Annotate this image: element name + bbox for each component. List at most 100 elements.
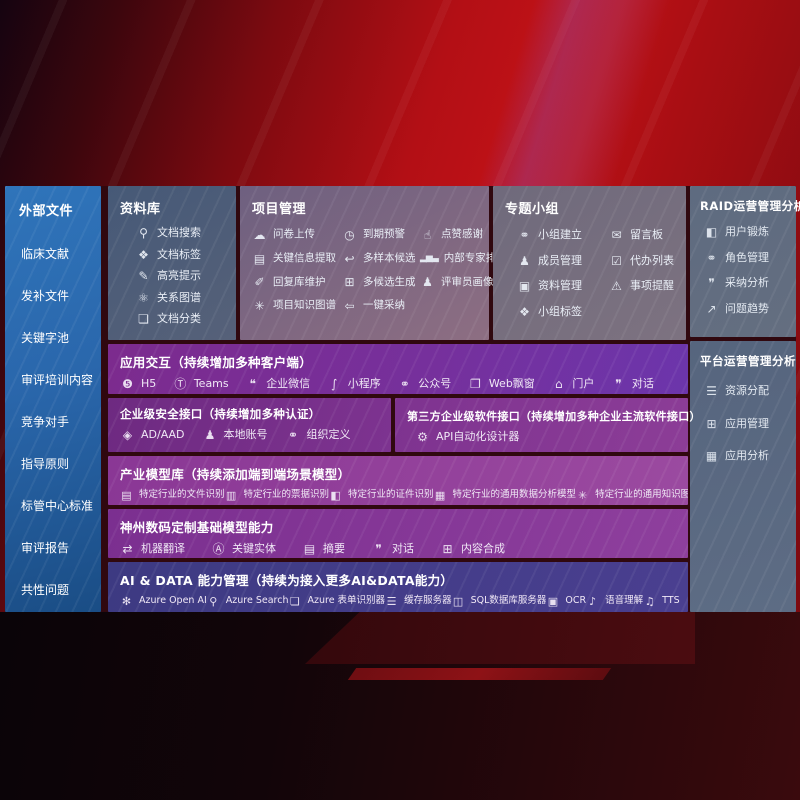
ai-data-list: ✻ Azure Open AI ⚲ Azure Search ❏ Azure 表单识别器 ☰…: [108, 592, 688, 608]
app-interaction-list: ❺ H5 Ⓣ Teams ❝ 企业微信 ∫ 小程序 ⚭ 公众号 ❐ Web飘窗 ⌂ 门户 ❞ 对话: [108, 374, 688, 393]
repository-item: ⚲ 文档搜索: [136, 225, 236, 242]
base-model-item: ⇄ 机器翻译: [120, 541, 185, 558]
topic-group-item: ✉ 留言板: [609, 227, 686, 244]
base-model-item-label: 摘要: [323, 542, 345, 555]
ai-data-item-label: 缓存服务器: [404, 595, 452, 606]
sidebar-item-label: 临床文献: [21, 247, 70, 261]
raid-analysis-panel: RAID运营管理分析 ◧ 用户锻炼 ⚭ 角色管理 ❞ 采纳分析 ↗ 问题趋势: [690, 186, 800, 337]
third-party-item-label: API自动化设计器: [436, 430, 520, 443]
interaction-item-label: 对话: [631, 377, 654, 390]
industry-model-item: ▦ 特定行业的通用数据分析模型: [434, 488, 576, 502]
ai-data-item-label: Azure 表单识别器: [307, 595, 386, 606]
cloud-upload-icon: ☁: [253, 227, 266, 242]
raid-item: ◧ 用户锻炼: [704, 224, 796, 241]
raid-item: ⚭ 角色管理: [704, 250, 796, 267]
security-item: ◈ AD/AAD: [120, 427, 185, 444]
ai-data-item: ◫ SQL数据库服务器: [452, 594, 547, 608]
industry-model-item: ◧ 特定行业的证件识别: [329, 488, 434, 502]
adopt-arrow-icon: ⇦: [344, 299, 355, 314]
security-item-label: 组织定义: [306, 428, 351, 441]
sidebar-item: 审评报告: [21, 539, 101, 557]
project-item: ✳ 项目知识图谱: [252, 298, 340, 314]
raid-item: ❞ 采纳分析: [704, 275, 796, 292]
screen-stand-bar: [347, 668, 612, 680]
repository-item-label: 文档搜索: [157, 226, 201, 239]
interaction-item-label: 小程序: [347, 377, 381, 390]
topic-group-item: ⚠ 事项提醒: [609, 278, 686, 295]
industry-model-list: ▤ 特定行业的文件识别 ▥ 特定行业的票据识别 ◧ 特定行业的证件识别 ▦ 特定行业的通用数据…: [108, 486, 688, 502]
ai-data-item: ❏ Azure 表单识别器: [288, 594, 385, 608]
pen-icon: ✐: [254, 275, 265, 290]
base-model-item-label: 对话: [392, 542, 414, 555]
base-model-item: ▤ 摘要: [302, 541, 345, 558]
user-card-icon: ◧: [705, 225, 718, 240]
third-party-item: ⚙ API自动化设计器: [415, 429, 519, 446]
summary-icon: ▤: [303, 542, 316, 557]
openai-icon: ✻: [121, 594, 132, 608]
document-tag-icon: ❖: [138, 247, 149, 262]
security-item-label: 本地账号: [223, 428, 268, 441]
base-model-title: 神州数码定制基础模型能力: [120, 520, 274, 535]
repository-item: ⚛ 关系图谱: [136, 290, 236, 307]
puzzle-icon: ⊞: [344, 275, 355, 290]
dialog-icon: ❞: [375, 542, 382, 557]
platform-item: ⊞ 应用管理: [704, 416, 796, 433]
highlighter-icon: ✎: [138, 269, 149, 284]
raid-item-label: 用户锻炼: [725, 225, 769, 238]
app-analysis-icon: ▦: [705, 449, 718, 464]
platform-analysis-list: ☰ 资源分配 ⊞ 应用管理 ▦ 应用分析: [690, 375, 796, 465]
ai-data-item: ⚲ Azure Search: [207, 594, 289, 608]
repository-item-label: 文档标签: [157, 247, 201, 261]
interaction-item-label: 公众号: [418, 377, 452, 390]
translate-icon: ⇄: [122, 542, 133, 557]
project-item-label: 评审员画像: [441, 275, 494, 288]
project-management-title: 项目管理: [252, 202, 307, 217]
base-model-row: 神州数码定制基础模型能力 ⇄ 机器翻译 Ⓐ 关键实体 ▤ 摘要 ❞ 对话 ⊞ 内容合成: [108, 509, 688, 558]
raid-item-label: 角色管理: [725, 250, 769, 264]
ai-data-item-label: Azure Search: [225, 595, 289, 606]
security-interface-list: ◈ AD/AAD ♟ 本地账号 ⚭ 组织定义: [108, 425, 391, 444]
external-files-panel: 外部文件 临床文献 发补文件 关键字池 审评培训内容 竞争对手 指导原则 标管中心标准 审评报…: [5, 186, 101, 612]
h5-icon: ❺: [122, 377, 133, 392]
interaction-item: ∫ 小程序: [327, 376, 381, 393]
tts-icon: ♫: [644, 594, 655, 608]
base-model-item: ❞ 对话: [371, 541, 414, 558]
industry-model-row: 产业模型库（持续添加端到端场景模型） ▤ 特定行业的文件识别 ▥ 特定行业的票据识别 ◧…: [108, 456, 688, 505]
sidebar-item: 指导原则: [21, 455, 101, 473]
interaction-item: ❺ H5: [120, 376, 156, 393]
sql-server-icon: ◫: [452, 594, 464, 608]
official-account-icon: ⚭: [399, 377, 410, 392]
base-model-list: ⇄ 机器翻译 Ⓐ 关键实体 ▤ 摘要 ❞ 对话 ⊞ 内容合成: [108, 539, 688, 558]
industry-model-item-label: 特定行业的证件识别: [348, 489, 434, 500]
sidebar-item: 标管中心标准: [21, 497, 101, 515]
adoption-analysis-icon: ❞: [708, 276, 715, 291]
platform-analysis-title: 平台运营管理分析: [700, 354, 796, 368]
third-party-interface-row: 第三方企业级软件接口（持续增加多种企业主流软件接口） ⚙ API自动化设计器: [395, 398, 701, 452]
ocr-icon: ▣: [547, 594, 559, 608]
repository-item-label: 文档分类: [157, 312, 201, 325]
third-party-interface-list: ⚙ API自动化设计器: [395, 427, 688, 446]
ai-data-item-label: 语音理解: [605, 595, 644, 606]
api-designer-icon: ⚙: [417, 430, 428, 445]
teams-icon: Ⓣ: [174, 377, 187, 392]
repository-list: ⚲ 文档搜索 ❖ 文档标签 ✎ 高亮提示 ⚛ 关系图谱 ❏ 文档分类: [108, 223, 236, 328]
repository-item: ✎ 高亮提示: [136, 268, 236, 285]
topic-group-item: ⚭ 小组建立: [517, 227, 609, 244]
knowledge-graph-model-icon: ✳: [577, 488, 588, 502]
relation-graph-icon: ⚛: [138, 290, 149, 305]
security-item: ⚭ 组织定义: [286, 427, 351, 444]
data-analysis-model-icon: ▦: [434, 488, 446, 502]
ai-data-item-label: TTS: [662, 595, 680, 606]
project-item-label: 关键信息提取: [273, 251, 336, 264]
topic-group-item: ♟ 成员管理: [517, 253, 609, 270]
interaction-item-label: Web飘窗: [488, 377, 535, 390]
platform-analysis-panel: 平台运营管理分析 ☰ 资源分配 ⊞ 应用管理 ▦ 应用分析: [690, 341, 796, 612]
ranking-icon: ▂▅▃: [420, 253, 439, 264]
industry-model-title: 产业模型库（持续添加端到端场景模型）: [120, 467, 351, 482]
wechat-work-icon: ❝: [249, 377, 256, 392]
project-item-label: 多候选生成: [363, 275, 416, 288]
platform-item-label: 应用管理: [725, 416, 769, 430]
ai-data-item: ☰ 缓存服务器: [385, 594, 452, 608]
interaction-item: ❝ 企业微信: [245, 376, 310, 393]
base-model-item-label: 内容合成: [461, 542, 505, 555]
